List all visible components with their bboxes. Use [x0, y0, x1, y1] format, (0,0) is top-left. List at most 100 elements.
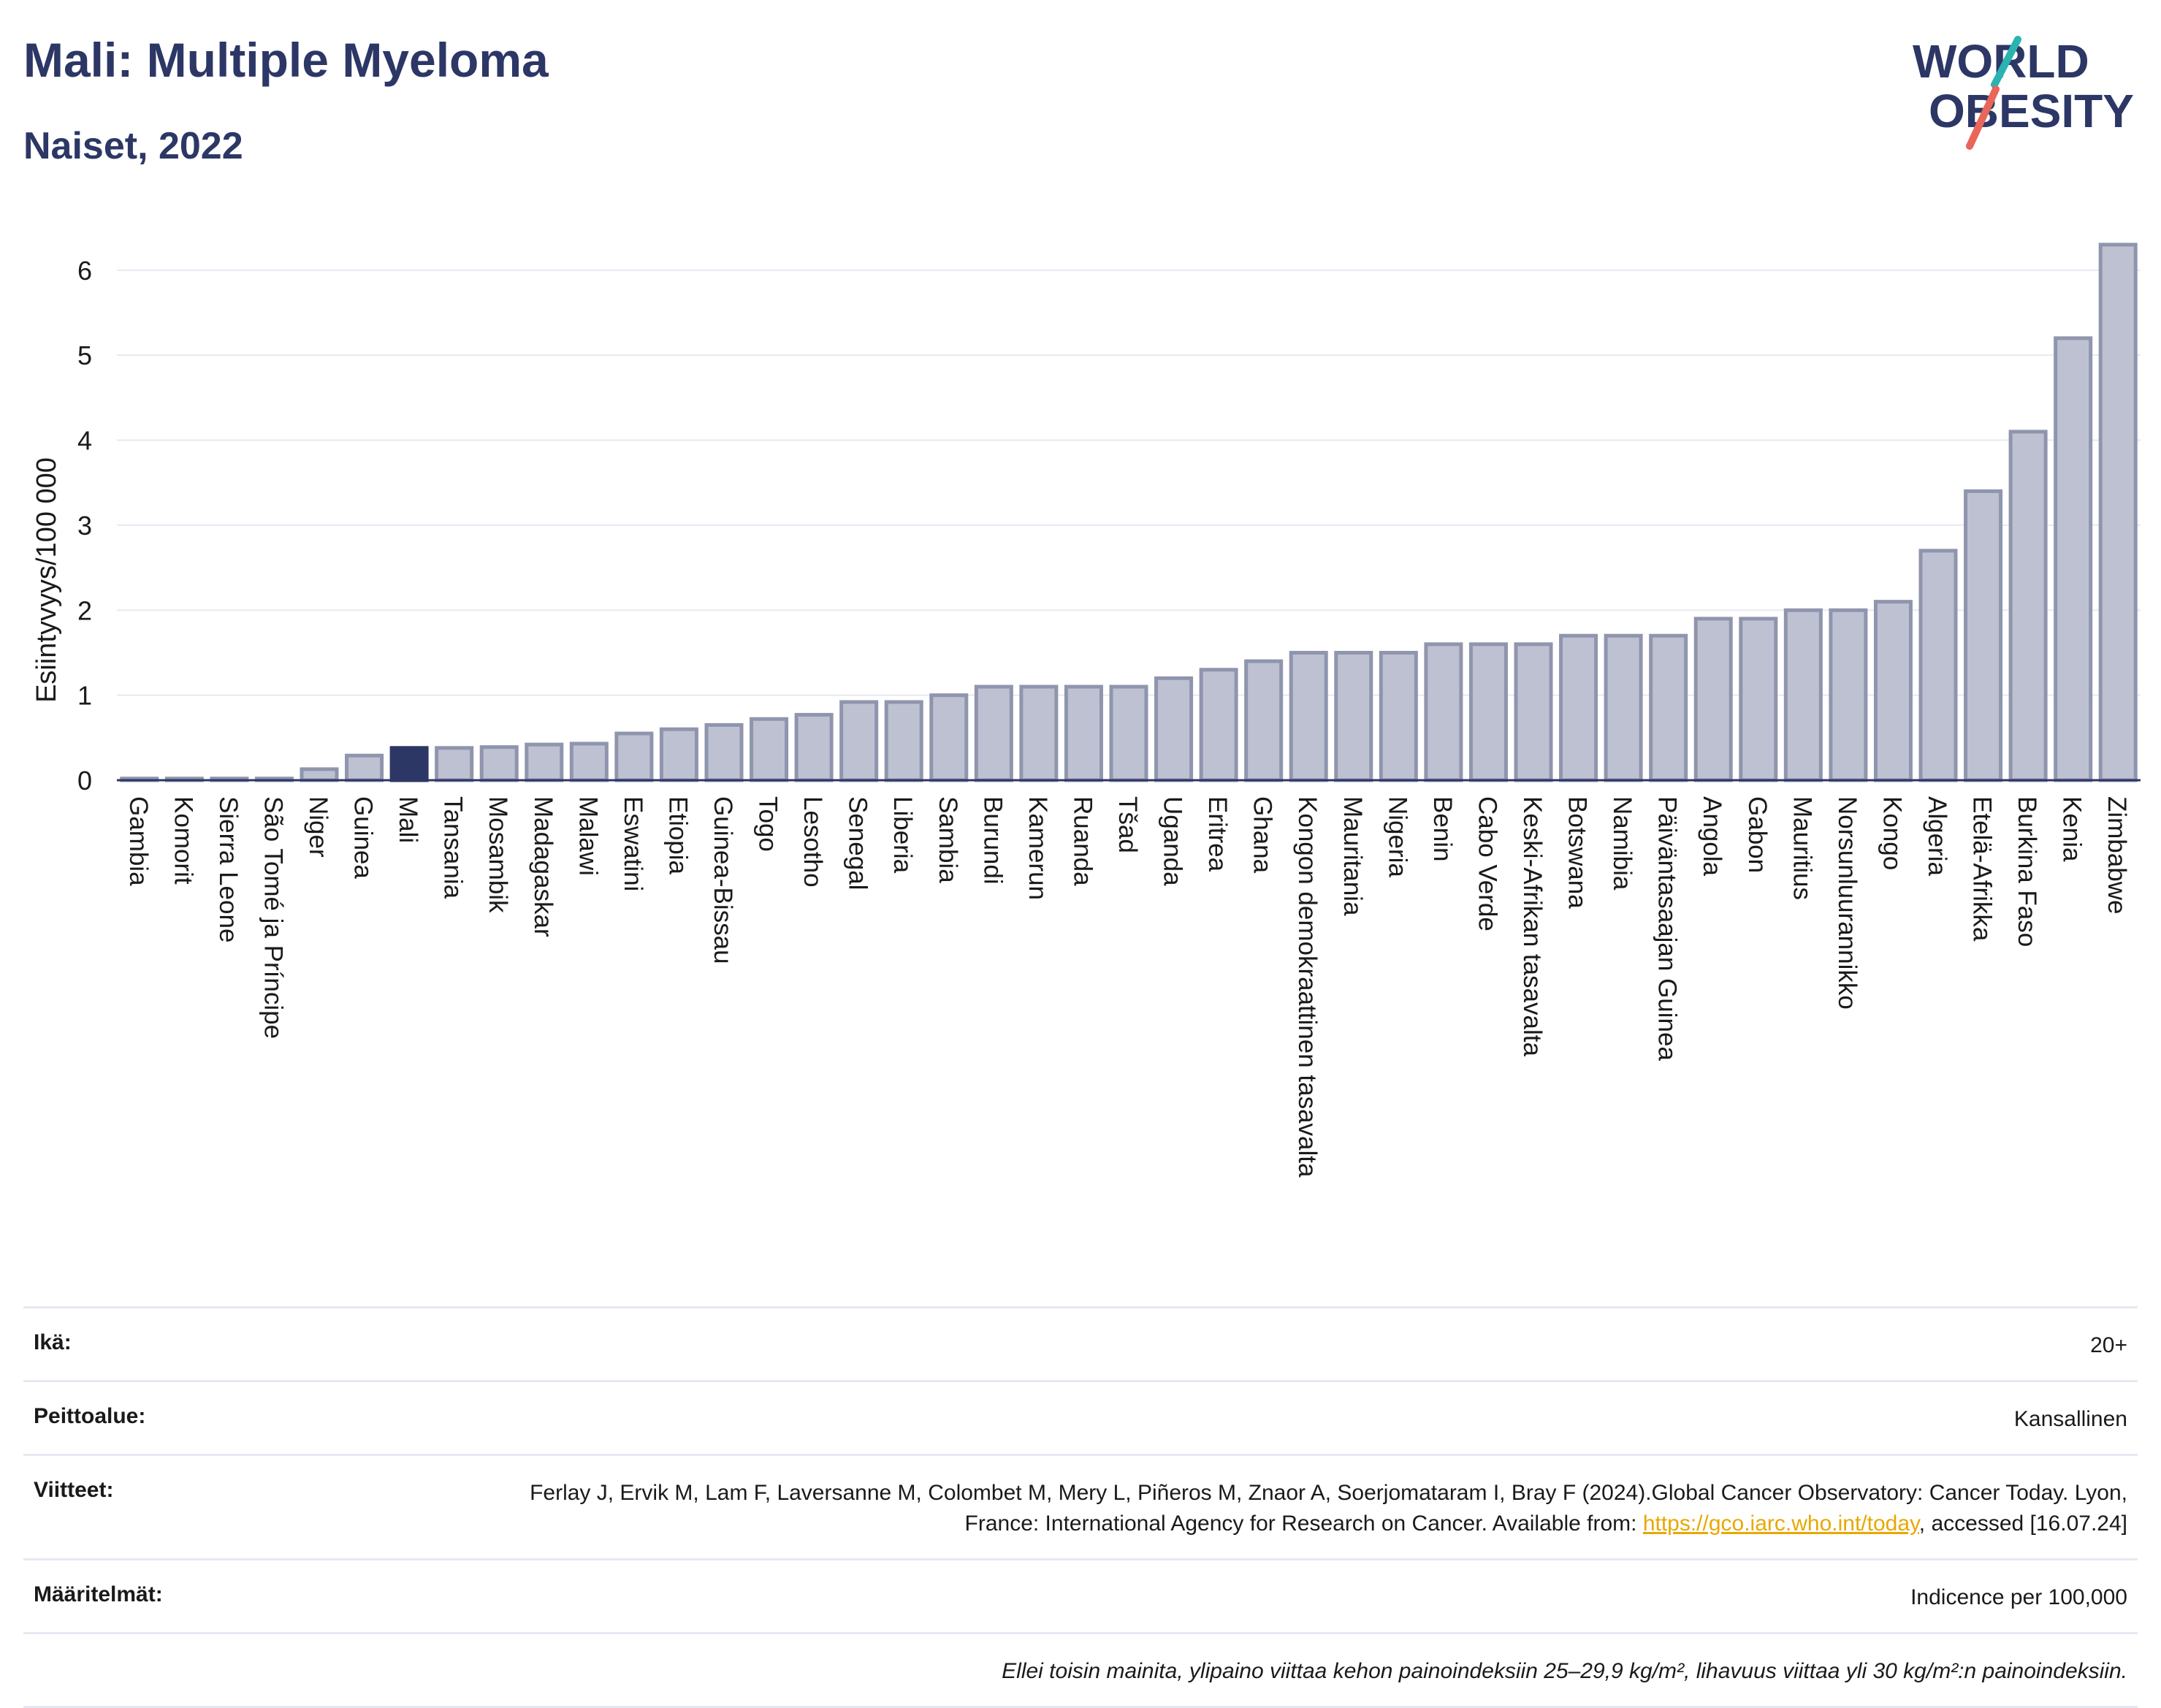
logo-line-2: OBESITY	[1929, 85, 2134, 137]
bar	[1693, 617, 1733, 782]
bar	[1019, 685, 1059, 782]
x-tick-label: Tšad	[1113, 796, 1142, 853]
bar	[1154, 676, 1194, 782]
world-obesity-logo: WORLD OBESITY	[1913, 35, 2134, 150]
x-tick-label: Etelä-Afrikka	[1968, 796, 1997, 942]
definitions-label: Määritelmät:	[34, 1582, 163, 1606]
bar	[1559, 633, 1598, 782]
logo-slash-teal	[1991, 36, 2021, 88]
logo-slash-red	[1966, 85, 2000, 150]
x-tick-label: Benin	[1428, 796, 1457, 862]
coverage-label: Peittoalue:	[34, 1404, 146, 1428]
x-tick-label: Guinea	[349, 796, 378, 879]
x-tick-label: Algeria	[1923, 796, 1951, 876]
bar	[839, 700, 879, 782]
x-tick-label: Uganda	[1159, 796, 1187, 886]
references-value: Ferlay J, Ervik M, Lam F, Laversanne M, …	[23, 1456, 2138, 1558]
bar	[2098, 243, 2138, 782]
x-tick-label: Burkina Faso	[2013, 796, 2041, 947]
bar	[2054, 336, 2093, 782]
meta-row-note: Ellei toisin mainita, ylipaino viittaa k…	[23, 1634, 2138, 1708]
x-tick-label: Gambia	[124, 796, 153, 886]
bar	[1873, 600, 1913, 782]
bar	[1424, 642, 1463, 782]
x-tick-label: Etiopia	[663, 796, 692, 875]
x-tick-label: Kamerun	[1024, 796, 1052, 900]
x-tick-label: Lesotho	[799, 796, 827, 888]
x-tick-label: Mali	[394, 796, 422, 843]
bar	[750, 717, 789, 782]
x-tick-label: Päiväntasaajan Guinea	[1653, 796, 1682, 1061]
x-tick-label: Angola	[1698, 796, 1726, 877]
bar	[704, 723, 744, 782]
bar	[614, 731, 654, 782]
x-tick-label: Mauritania	[1338, 796, 1367, 916]
bar	[525, 742, 564, 782]
bar	[569, 741, 609, 782]
x-tick-label: Kongon demokraattinen tasavalta	[1293, 796, 1322, 1178]
x-tick-label: Cabo Verde	[1473, 796, 1501, 931]
footnote: Ellei toisin mainita, ylipaino viittaa k…	[1002, 1659, 2127, 1683]
x-tick-label: Botswana	[1563, 796, 1592, 909]
bar	[1064, 685, 1103, 782]
bar	[1739, 617, 1778, 782]
age-value: 20+	[2090, 1333, 2127, 1357]
x-tick-label: Liberia	[888, 796, 917, 874]
bar	[929, 693, 969, 782]
y-tick-label: 1	[77, 681, 92, 711]
x-tick-label: Mauritius	[1788, 796, 1816, 900]
references-label: Viitteet:	[34, 1478, 114, 1502]
page-title: Mali: Multiple Myeloma	[23, 33, 549, 87]
bar	[1109, 685, 1148, 782]
chart-axes: 0 1 2 3 4 5 6 Gambia Komorit Sierra Leone São Tomé…	[77, 256, 2141, 1178]
x-tick-label: Ruanda	[1068, 796, 1097, 886]
bar	[1244, 659, 1284, 782]
bar	[884, 700, 923, 782]
x-tick-label: Tansania	[439, 796, 468, 899]
x-tick-label: Sierra Leone	[214, 796, 243, 942]
x-tick-label: Eritrea	[1203, 796, 1232, 872]
y-tick-label: 2	[77, 595, 92, 625]
bar	[2008, 430, 2048, 782]
x-tick-label: Kenia	[2058, 796, 2086, 862]
x-tick-label: Nigeria	[1383, 796, 1411, 877]
y-tick-label: 6	[77, 256, 92, 286]
y-tick-label: 0	[77, 766, 92, 796]
definitions-value: Indicence per 100,000	[1910, 1585, 2127, 1609]
bar	[794, 712, 834, 782]
y-tick-label: 3	[77, 511, 92, 541]
bar	[345, 753, 384, 782]
x-tick-label: Kongo	[1878, 796, 1906, 870]
bar	[1199, 668, 1238, 782]
bar	[435, 746, 474, 782]
x-tick-label: Niger	[304, 796, 332, 858]
x-tick-label: Ghana	[1249, 796, 1277, 874]
references-link[interactable]: https://gco.iarc.who.int/today	[1642, 1511, 1919, 1536]
bar	[1604, 633, 1643, 782]
bar	[1964, 489, 2003, 782]
x-tick-label: Norsunluurannikko	[1833, 796, 1861, 1010]
x-tick-label: Malawi	[573, 796, 602, 876]
bar	[659, 727, 698, 782]
x-tick-label: Namibia	[1608, 796, 1636, 891]
bar	[389, 746, 429, 782]
bar	[1334, 650, 1373, 782]
meta-row-definitions: Määritelmät: Indicence per 100,000	[23, 1560, 2138, 1634]
x-tick-label: Guinea-Bissau	[709, 796, 737, 964]
bar-chart: 0 1 2 3 4 5 6 Gambia Komorit Sierra Leone São Tomé…	[31, 243, 2141, 1178]
age-label: Ikä:	[34, 1330, 72, 1354]
page-subtitle: Naiset, 2022	[23, 125, 243, 167]
meta-row-references: Viitteet: Ferlay J, Ervik M, Lam F, Lave…	[23, 1456, 2138, 1560]
meta-row-age: Ikä: 20+	[23, 1308, 2138, 1382]
bar	[1468, 642, 1508, 782]
bar	[1379, 650, 1418, 782]
y-axis-label: Esiintyvyys/100 000	[31, 457, 62, 703]
meta-row-coverage: Peittoalue: Kansallinen	[23, 1382, 2138, 1456]
bar	[479, 745, 519, 782]
x-tick-label: Komorit	[169, 796, 197, 885]
x-tick-label: Burundi	[978, 796, 1007, 885]
bar	[300, 767, 339, 782]
x-tick-label: Madagaskar	[529, 796, 557, 937]
x-tick-label: Togo	[754, 796, 782, 852]
x-tick-label: Mosambik	[484, 796, 512, 913]
